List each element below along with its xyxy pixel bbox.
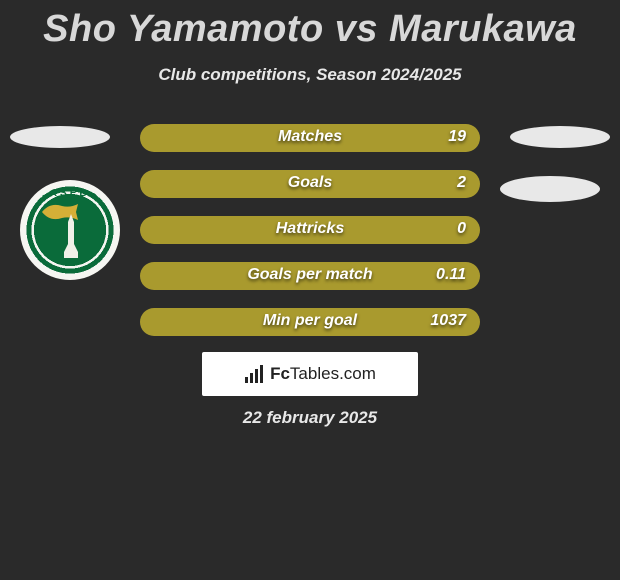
logo-rest: Tables.com [290,364,376,383]
stat-bar-value: 1037 [430,312,466,330]
player-left-placeholder [10,126,110,148]
logo-text: FcTables.com [270,364,376,384]
monument-icon [64,214,78,258]
subtitle: Club competitions, Season 2024/2025 [0,65,620,85]
stat-bar-label: Goals per match [140,266,480,284]
fctables-logo[interactable]: FcTables.com [202,352,418,396]
stat-bar-value: 19 [448,128,466,146]
stat-bar: Hattricks0 [140,216,480,244]
stat-bar: Goals2 [140,170,480,198]
club-badge-left: ERSEBA [20,180,120,280]
stat-bar-label: Hattricks [140,220,480,238]
logo-bold: Fc [270,364,290,383]
date-text: 22 february 2025 [0,408,620,428]
stat-bar-label: Goals [140,174,480,192]
club-badge-right-placeholder [500,176,600,202]
stat-bar-value: 0 [457,220,466,238]
stat-bar-label: Matches [140,128,480,146]
stat-bar-label: Min per goal [140,312,480,330]
stat-bar: Matches19 [140,124,480,152]
stat-bar-value: 2 [457,174,466,192]
page-title: Sho Yamamoto vs Marukawa [0,0,620,51]
player-right-placeholder [510,126,610,148]
stats-bars: Matches19 Goals2 Hattricks0 Goals per match… [140,124,480,354]
stat-bar-value: 0.11 [436,266,466,284]
stat-bar: Min per goal1037 [140,308,480,336]
bars-icon [244,365,266,383]
club-badge-left-inner: ERSEBA [26,186,114,274]
stat-bar: Goals per match0.11 [140,262,480,290]
